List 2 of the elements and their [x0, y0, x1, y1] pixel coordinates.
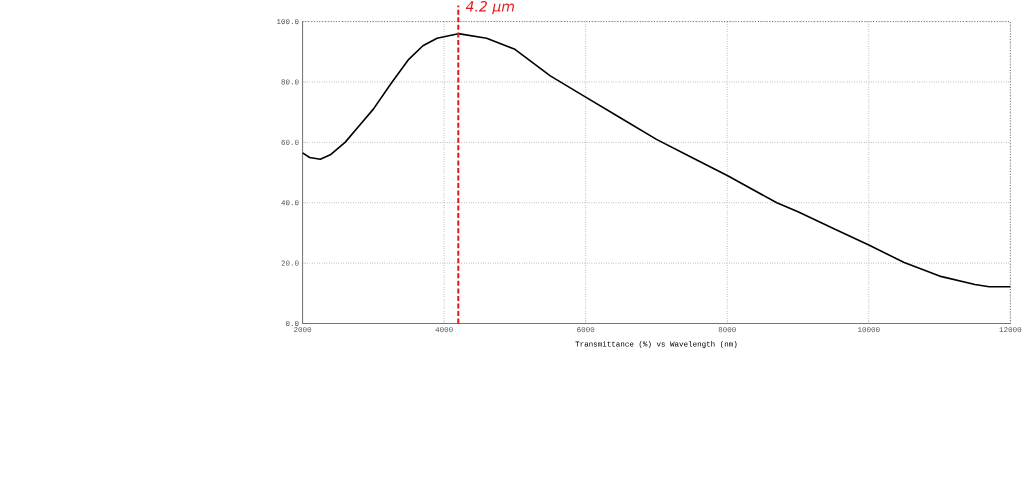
line-series [301, 33, 1012, 288]
ref-line-label: 4.2 µm [465, 1, 514, 15]
